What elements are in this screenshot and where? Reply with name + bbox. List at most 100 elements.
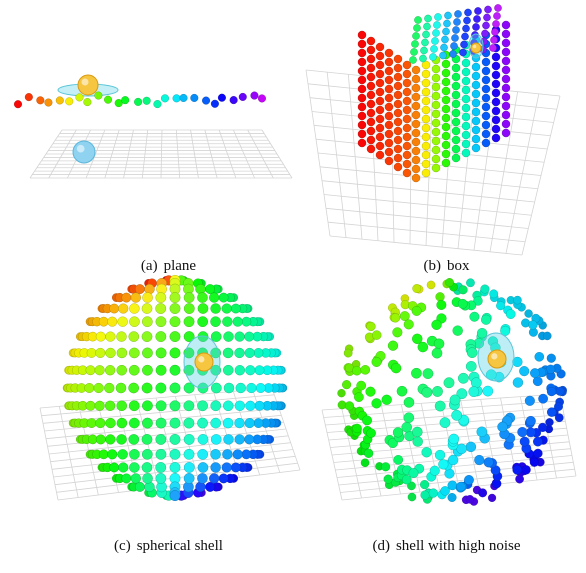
point (451, 144, 461, 154)
point (451, 34, 459, 42)
point (366, 72, 376, 82)
point (456, 388, 468, 400)
point (104, 400, 116, 411)
point (366, 108, 376, 118)
point (98, 316, 109, 327)
point (501, 65, 511, 75)
point (169, 417, 181, 429)
point (197, 462, 209, 473)
point (210, 400, 222, 412)
point (210, 434, 222, 445)
point (411, 128, 421, 138)
point (465, 495, 475, 504)
point (402, 96, 412, 106)
point (375, 42, 385, 52)
point (169, 448, 181, 460)
point (461, 67, 471, 77)
point (480, 284, 490, 294)
point (525, 427, 536, 438)
point (230, 462, 241, 473)
point (512, 356, 523, 367)
point (411, 119, 421, 129)
point (431, 91, 441, 101)
point (441, 68, 451, 78)
label: (b) (423, 258, 442, 274)
floor-line (247, 129, 274, 179)
point (403, 319, 414, 330)
point (357, 111, 367, 121)
point (245, 400, 256, 411)
point (421, 38, 429, 47)
point (412, 284, 422, 293)
point (142, 96, 151, 105)
point (221, 303, 232, 314)
point (393, 72, 403, 82)
point (452, 325, 463, 336)
point (197, 303, 209, 314)
point (482, 385, 494, 397)
point (210, 462, 221, 473)
point (434, 400, 446, 412)
point (179, 93, 188, 102)
point (142, 400, 153, 412)
point (433, 338, 445, 350)
point (366, 117, 376, 127)
point (431, 118, 441, 128)
point (448, 433, 460, 445)
point (129, 316, 140, 327)
point (441, 158, 451, 168)
point (118, 303, 129, 314)
point (244, 418, 255, 429)
point (413, 24, 421, 32)
point (253, 418, 264, 428)
point (431, 347, 443, 359)
point (402, 69, 412, 79)
caption-text: shell with high noise (395, 538, 521, 554)
caption: (c) spherical shell (22, 538, 315, 555)
point (130, 473, 141, 484)
point (491, 79, 501, 89)
point (169, 364, 181, 376)
point (222, 347, 234, 359)
point (461, 32, 469, 41)
point (155, 382, 167, 394)
ball (487, 349, 507, 369)
point (95, 434, 106, 445)
point (512, 465, 522, 475)
point (411, 306, 422, 316)
point (107, 316, 118, 327)
point (217, 93, 226, 102)
point (169, 462, 181, 473)
point (134, 481, 145, 492)
point (366, 126, 376, 136)
point (491, 106, 501, 116)
point (155, 462, 167, 473)
point (128, 382, 139, 394)
point (121, 292, 132, 303)
point (441, 59, 451, 69)
point (546, 407, 557, 417)
point (441, 104, 451, 114)
ball-highlight (472, 44, 477, 49)
point (421, 123, 431, 133)
point (205, 284, 216, 295)
floor-line (175, 129, 181, 179)
point (465, 361, 477, 372)
point (183, 331, 195, 342)
point (155, 473, 167, 484)
point (505, 309, 516, 319)
ball (72, 140, 96, 164)
point (402, 150, 412, 160)
point (116, 331, 127, 342)
caption-text: plane (163, 258, 197, 274)
point (421, 386, 433, 398)
point (141, 462, 153, 473)
point (491, 61, 501, 71)
point (141, 434, 153, 445)
point (169, 490, 181, 502)
point (94, 365, 105, 376)
point (357, 75, 367, 85)
point (116, 434, 127, 445)
point (447, 480, 458, 491)
